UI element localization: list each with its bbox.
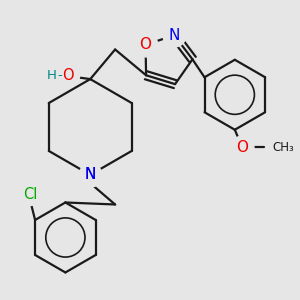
Text: N: N: [85, 167, 96, 182]
Text: H: H: [46, 69, 56, 82]
Text: O: O: [236, 140, 248, 155]
Text: O: O: [62, 68, 74, 83]
Text: -: -: [58, 69, 62, 82]
Text: O: O: [140, 38, 152, 52]
Text: Cl: Cl: [23, 187, 38, 202]
Text: N: N: [85, 167, 96, 182]
Text: CH₃: CH₃: [273, 141, 294, 154]
Text: N: N: [169, 28, 180, 43]
